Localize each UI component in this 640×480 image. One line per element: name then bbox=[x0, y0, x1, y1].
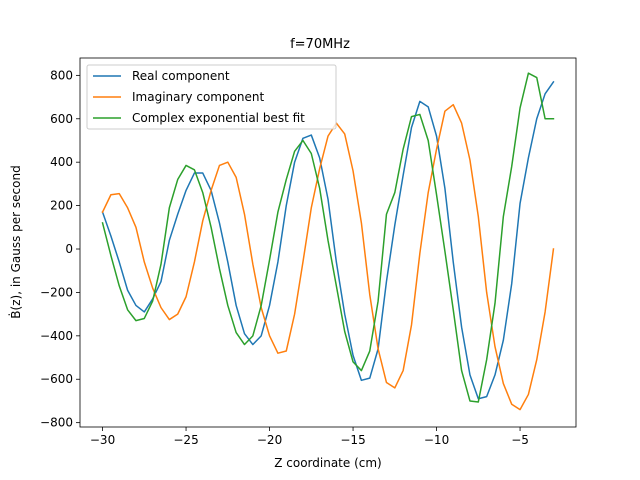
y-tick-label: 800 bbox=[50, 68, 73, 82]
x-tick-label: −10 bbox=[424, 433, 449, 447]
y-tick-label: 0 bbox=[65, 242, 73, 256]
best-fit-line bbox=[101, 72, 555, 403]
x-tick-label: −30 bbox=[90, 433, 115, 447]
axes-frame bbox=[79, 57, 577, 428]
x-tick-label: −15 bbox=[340, 433, 365, 447]
imaginary-component-line bbox=[101, 103, 555, 411]
x-axis-ticks: −30 −25 −20 −15 −10 −5 bbox=[90, 427, 529, 447]
y-axis-label: Ḃ(z), in Gauss per second bbox=[8, 165, 23, 318]
x-tick-label: −25 bbox=[173, 433, 198, 447]
y-tick-label: −600 bbox=[40, 372, 73, 386]
x-tick-label: −20 bbox=[257, 433, 282, 447]
y-tick-label: 400 bbox=[50, 155, 73, 169]
y-axis-ticks: −800 −600 −400 −200 0 200 400 600 800 bbox=[40, 68, 80, 430]
y-tick-label: −800 bbox=[40, 416, 73, 430]
legend-entry-label: Complex exponential best fit bbox=[132, 111, 305, 125]
y-tick-label: −400 bbox=[40, 329, 73, 343]
legend-entry-label: Imaginary component bbox=[132, 90, 265, 104]
x-axis-label: Z coordinate (cm) bbox=[274, 456, 382, 470]
y-tick-label: 600 bbox=[50, 112, 73, 126]
legend: Real component Imaginary component Complex… bbox=[86, 64, 337, 130]
y-tick-label: 200 bbox=[50, 199, 73, 213]
legend-entry-label: Real component bbox=[132, 69, 230, 83]
legend-box bbox=[86, 64, 337, 130]
chart-title: f=70MHz bbox=[290, 37, 350, 52]
y-tick-label: −200 bbox=[40, 285, 73, 299]
plot-lines bbox=[101, 72, 555, 411]
x-tick-label: −5 bbox=[511, 433, 529, 447]
